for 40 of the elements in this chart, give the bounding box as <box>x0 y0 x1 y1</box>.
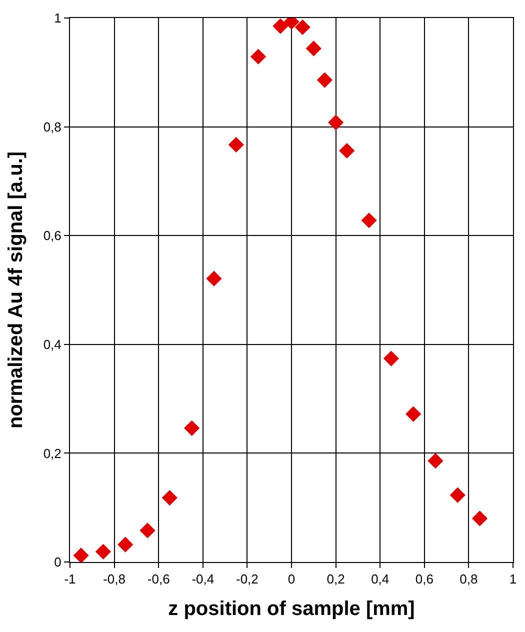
point <box>162 490 178 506</box>
y-tick-label: 0,6 <box>43 228 62 244</box>
x-tick-label: 1 <box>509 572 517 587</box>
x-tick-label: -1 <box>64 572 76 587</box>
point <box>184 420 200 436</box>
x-axis-title: z position of sample [mm] <box>168 598 415 620</box>
x-tick-label: -0,8 <box>103 572 126 587</box>
y-tick-label: 1 <box>54 10 62 26</box>
point <box>472 510 488 526</box>
y-tick-label: 0 <box>54 554 62 570</box>
point <box>95 544 112 560</box>
x-tick-label: -0,2 <box>236 572 258 587</box>
x-tick-label: 0,6 <box>415 572 434 587</box>
x-tick-label: 0,2 <box>326 572 345 587</box>
point <box>228 136 244 153</box>
y-tick-label: 0,8 <box>43 119 62 134</box>
point <box>328 114 344 130</box>
point <box>450 487 466 503</box>
y-tick-label: 0,4 <box>43 336 62 352</box>
point <box>316 72 333 88</box>
point <box>73 548 89 562</box>
point <box>339 142 355 159</box>
point <box>140 522 156 538</box>
point <box>306 40 322 56</box>
point <box>206 270 222 286</box>
point <box>272 18 288 34</box>
x-tick-label: -0,4 <box>192 572 214 587</box>
point <box>428 453 444 469</box>
point <box>294 19 310 36</box>
point <box>250 48 266 64</box>
x-tick-label: 0,4 <box>371 572 390 587</box>
x-tick-label: -0,6 <box>147 572 170 587</box>
point <box>383 350 399 366</box>
y-tick-label: 0,2 <box>43 446 62 461</box>
x-tick-label: 0,8 <box>460 572 478 587</box>
point <box>361 212 377 228</box>
y-axis-title: normalized Au 4f signal [a.u.] <box>4 151 27 429</box>
x-tick-label: 0 <box>288 572 296 587</box>
point <box>118 536 134 552</box>
point <box>406 406 422 422</box>
